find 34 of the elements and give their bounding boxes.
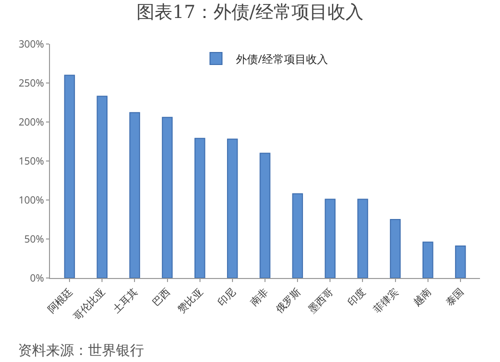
- y-tick-label: 100%: [18, 192, 44, 206]
- bar: [292, 193, 303, 278]
- x-tick-label: 俄罗斯: [272, 284, 304, 316]
- x-tick-label: 泰国: [442, 284, 466, 309]
- x-tick-label: 印度: [344, 284, 368, 309]
- y-tick-label: 250%: [18, 76, 44, 90]
- bar: [227, 138, 238, 278]
- y-tick-label: 300%: [18, 36, 44, 50]
- legend-label: 外债/经常项目收入: [236, 52, 328, 67]
- text: 资料来源：世界银行: [18, 343, 144, 359]
- x-tick-label: 土耳其: [109, 284, 140, 316]
- bar: [324, 198, 336, 278]
- bar: [96, 96, 108, 278]
- x-tick-label: 越南: [409, 284, 434, 309]
- bar: [162, 116, 173, 278]
- x-tick-label: 墨西哥: [304, 284, 336, 316]
- bar: [194, 138, 206, 278]
- x-tick-label: 赞比亚: [174, 284, 206, 316]
- x-tick-label: 印尼: [214, 284, 238, 309]
- chart-title: 图表17：外债/经常项目收入: [136, 2, 364, 24]
- x-tick-label: 巴西: [148, 284, 173, 309]
- y-tick-label: 150%: [18, 154, 44, 168]
- bar: [455, 246, 466, 278]
- bar: [390, 219, 401, 278]
- bar: [129, 112, 140, 278]
- y-tick-label: 0%: [30, 270, 44, 284]
- bar: [357, 198, 368, 278]
- y-tick-label: 200%: [18, 114, 44, 128]
- bar: [64, 74, 75, 278]
- y-tick-label: 50%: [24, 232, 44, 246]
- bar: [260, 152, 270, 278]
- x-tick-label: 菲律宾: [370, 284, 401, 316]
- x-tick-label: 南非: [246, 284, 271, 309]
- bar: [422, 242, 434, 278]
